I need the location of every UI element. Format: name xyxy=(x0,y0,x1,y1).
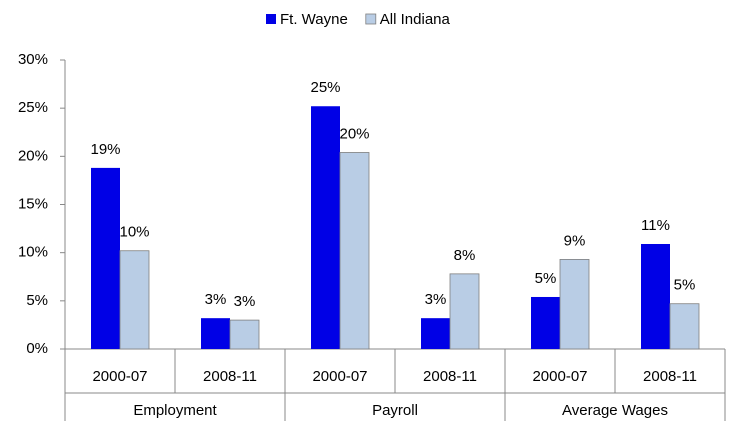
data-label: 5% xyxy=(535,270,557,287)
y-tick-label: 30% xyxy=(18,51,48,68)
y-tick-label: 5% xyxy=(26,292,48,309)
y-tick-label: 20% xyxy=(18,147,48,164)
legend-label: Ft. Wayne xyxy=(280,11,348,28)
data-label: 20% xyxy=(339,125,369,142)
legend-swatch xyxy=(266,14,276,24)
data-label: 25% xyxy=(310,79,340,96)
bar xyxy=(91,167,120,349)
bar xyxy=(641,243,670,349)
data-label: 9% xyxy=(564,232,586,249)
bar xyxy=(229,319,260,350)
bar xyxy=(559,259,590,350)
bar xyxy=(421,318,450,349)
group-label: Employment xyxy=(133,402,217,419)
bar xyxy=(201,318,230,349)
legend-swatch xyxy=(365,13,377,25)
data-label: 3% xyxy=(425,291,447,308)
x-tick-label: 2008-11 xyxy=(203,368,257,385)
group-label: Payroll xyxy=(372,402,418,419)
data-label: 10% xyxy=(119,224,149,241)
y-tick-label: 25% xyxy=(18,99,48,116)
y-tick-label: 0% xyxy=(26,340,48,357)
data-label: 11% xyxy=(641,217,670,234)
bar xyxy=(449,273,480,350)
data-label: 5% xyxy=(674,277,696,294)
y-tick-label: 10% xyxy=(18,244,48,261)
data-label: 3% xyxy=(234,293,256,310)
bar xyxy=(531,296,560,349)
y-tick-label: 15% xyxy=(18,195,48,212)
legend-label: All Indiana xyxy=(380,11,451,28)
x-tick-label: 2000-07 xyxy=(532,368,587,385)
bar xyxy=(669,303,700,350)
data-label: 8% xyxy=(454,247,476,264)
bar xyxy=(311,106,340,350)
x-tick-label: 2008-11 xyxy=(643,368,697,385)
x-tick-label: 2008-11 xyxy=(423,368,477,385)
group-label: Average Wages xyxy=(562,402,668,419)
bar xyxy=(119,250,150,350)
data-label: 19% xyxy=(90,141,120,158)
x-tick-label: 2000-07 xyxy=(312,368,367,385)
data-label: 3% xyxy=(205,291,227,308)
x-tick-label: 2000-07 xyxy=(92,368,147,385)
bar xyxy=(339,152,370,350)
